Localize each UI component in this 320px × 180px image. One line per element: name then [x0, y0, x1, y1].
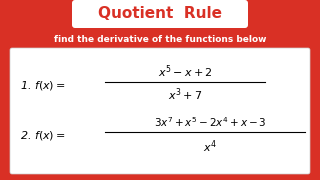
Text: $x^5-x+2$: $x^5-x+2$ [158, 64, 212, 80]
Text: $x^3+7$: $x^3+7$ [168, 87, 202, 103]
Text: 1. $f(x) =$: 1. $f(x) =$ [20, 78, 66, 91]
Text: 2. $f(x) =$: 2. $f(x) =$ [20, 129, 66, 141]
FancyBboxPatch shape [72, 0, 248, 28]
Text: $3x^7+x^5-2x^4+x-3$: $3x^7+x^5-2x^4+x-3$ [154, 115, 266, 129]
Text: find the derivative of the functions below: find the derivative of the functions bel… [54, 35, 266, 44]
Text: $x^4$: $x^4$ [203, 139, 217, 155]
Text: Quotient  Rule: Quotient Rule [98, 6, 222, 21]
FancyBboxPatch shape [10, 48, 310, 174]
